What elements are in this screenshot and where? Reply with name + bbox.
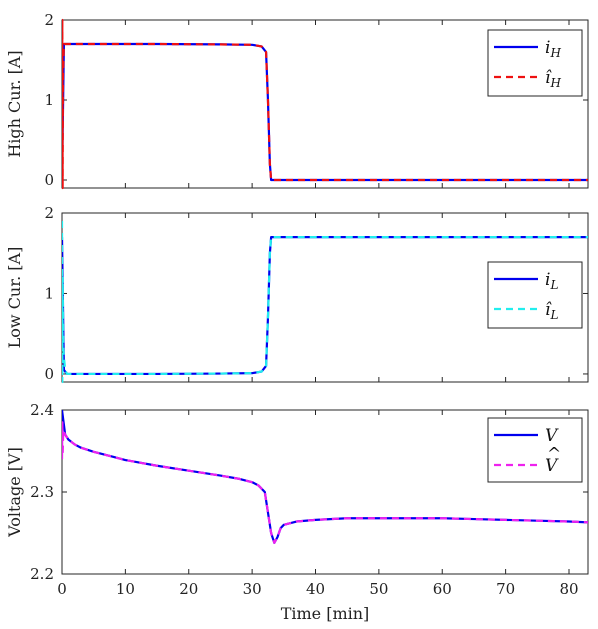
y-tick-label: 2 [44, 204, 54, 222]
series-line [62, 18, 588, 190]
y-tick-label: 1 [44, 284, 54, 302]
panel-low-current: 0 1 2 Low Cur. [A] iL îL [5, 204, 589, 384]
x-tick-label: 80 [559, 580, 578, 598]
y-axis-title: Voltage [V] [5, 447, 24, 538]
legend-label: V [545, 426, 559, 446]
x-tick-label: 60 [433, 580, 452, 598]
x-tick-label: 0 [57, 580, 67, 598]
series-line [62, 221, 588, 384]
panel-high-current: 0 1 2 High Cur. [A] iH îH [5, 11, 589, 190]
series-line [62, 421, 588, 544]
y-tick-label: 2.4 [30, 401, 54, 419]
y-tick-label: 2.3 [30, 483, 54, 501]
x-axis-title: Time [min] [281, 604, 370, 623]
x-tick-label: 40 [306, 580, 325, 598]
legend-box [487, 417, 583, 483]
x-tick-label: 10 [116, 580, 135, 598]
y-tick-label: 0 [44, 365, 54, 383]
legend-box [487, 29, 583, 97]
x-tick-label: 70 [496, 580, 515, 598]
y-tick-label: 0 [44, 171, 54, 189]
x-tick-label: 30 [243, 580, 262, 598]
y-tick-label: 2.2 [30, 565, 54, 583]
y-axis-title: Low Cur. [A] [5, 247, 24, 349]
y-tick-label: 2 [44, 11, 54, 29]
legend-box [487, 261, 583, 329]
legend-label: iL [545, 270, 558, 292]
legend: iH îH [487, 29, 583, 97]
legend-label: iH [545, 38, 561, 60]
y-axis-title: High Cur. [A] [5, 50, 24, 157]
legend-label: îL [545, 300, 558, 322]
panel-voltage: 0 10 20 30 40 50 60 70 80 2.2 2.3 2.4 Voltage [V] VV^ [5, 401, 589, 598]
x-tick-label: 20 [179, 580, 198, 598]
y-tick-label: 1 [44, 91, 54, 109]
legend-label: îH [545, 68, 561, 90]
legend-hat: ^ [547, 444, 561, 464]
legend: iL îL [487, 261, 583, 329]
legend-label: V [545, 456, 559, 476]
x-tick-label: 50 [369, 580, 388, 598]
legend: VV^ [487, 417, 583, 483]
